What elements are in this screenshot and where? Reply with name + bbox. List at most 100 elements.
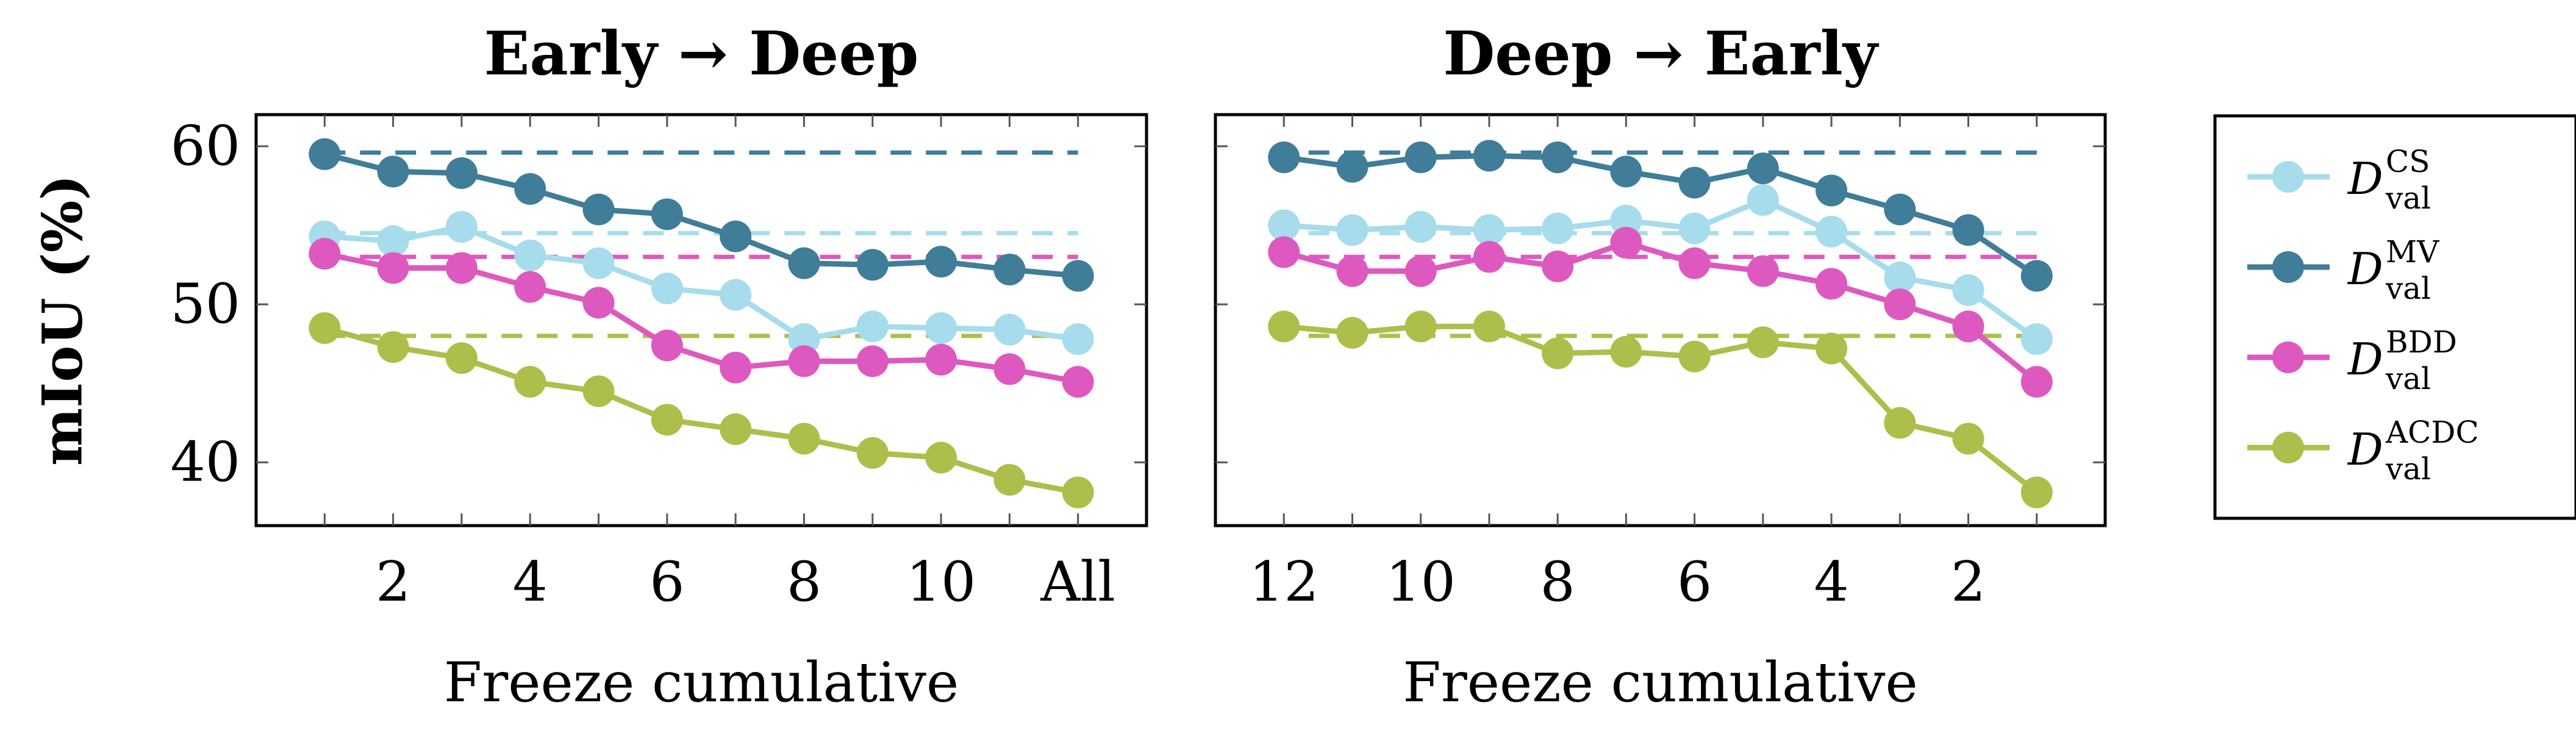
x-tick-label: 4 [513, 550, 548, 614]
data-point [1404, 255, 1437, 287]
data-point [856, 310, 889, 343]
data-point [1062, 366, 1094, 398]
legend-subscript: val [2385, 271, 2431, 306]
legend-marker [2272, 251, 2304, 283]
data-point [377, 252, 409, 284]
data-point [720, 279, 752, 311]
data-point [651, 273, 683, 305]
data-point [1816, 174, 1848, 207]
data-point [1610, 155, 1642, 188]
data-point [1542, 337, 1574, 370]
data-point [377, 155, 409, 188]
legend-superscript: CS [2386, 144, 2430, 179]
x-tick-label: 2 [1951, 550, 1986, 614]
chart-panel-2: Deep → Early Freeze cumulative 12 10 8 6 4 2 [1214, 19, 2107, 715]
data-point [582, 375, 615, 407]
data-point [1473, 241, 1505, 273]
data-point [720, 351, 752, 384]
series-line-4 [324, 325, 1079, 495]
legend-superscript: ACDC [2385, 415, 2479, 450]
legend-subscript: val [2385, 451, 2431, 487]
data-point [1884, 288, 1916, 321]
data-point [582, 287, 615, 319]
chart-panels: Early → Deep Freeze cumulative mIoU (%) 40 5… [30, 19, 2107, 715]
data-point [651, 329, 683, 362]
data-point [1747, 326, 1779, 359]
data-point [1404, 211, 1437, 243]
data-point [1268, 310, 1300, 343]
series-line-3 [1283, 240, 2039, 384]
data-point [1336, 255, 1368, 287]
data-point [1816, 268, 1848, 300]
y-axis-label: mIoU (%) [30, 174, 95, 466]
chart-panel-1: Early → Deep Freeze cumulative mIoU (%) 40 5… [30, 19, 1148, 715]
data-point [993, 254, 1026, 286]
data-point [377, 331, 409, 363]
data-point [651, 404, 683, 436]
x-tick-label: 4 [1814, 550, 1848, 614]
legend-superscript: BDD [2386, 324, 2457, 360]
legend-marker [2272, 341, 2304, 373]
legend-subscript: val [2385, 361, 2431, 396]
legend-label: D [2347, 334, 2383, 385]
data-point [514, 366, 546, 398]
data-point [1884, 193, 1916, 226]
legend-marker [2272, 432, 2304, 463]
data-point [309, 238, 341, 270]
plot-frame [254, 113, 1148, 527]
series-line-3 [324, 251, 1079, 385]
legend-subscript: val [2385, 180, 2431, 216]
x-tick-label: 8 [1540, 550, 1575, 614]
data-point [445, 211, 478, 243]
data-point [1678, 247, 1711, 279]
data-point [1952, 310, 1984, 343]
data-point [2020, 260, 2053, 292]
data-point [1952, 274, 1984, 306]
data-point [1952, 423, 1984, 455]
data-point [856, 249, 889, 281]
x-tick-label: 12 [1249, 550, 1319, 614]
chart-title: Deep → Early [1443, 19, 1880, 89]
data-point [1747, 255, 1779, 287]
x-tick-label: 6 [1677, 550, 1712, 614]
data-point [1336, 316, 1368, 349]
data-point [1268, 236, 1300, 268]
legend-label: D [2347, 243, 2383, 295]
data-point [856, 345, 889, 377]
data-point [1678, 212, 1711, 245]
data-point [1816, 332, 1848, 365]
x-axis-label: Freeze cumulative [1403, 651, 1917, 715]
x-tick-label: 2 [376, 550, 410, 614]
data-point [1268, 209, 1300, 241]
data-point [925, 312, 957, 344]
chart-title: Early → Deep [484, 19, 919, 89]
data-point [925, 343, 957, 376]
data-point [1542, 250, 1574, 282]
data-point [1884, 407, 1916, 439]
data-point [1336, 151, 1368, 183]
data-point [925, 246, 957, 278]
data-point [788, 247, 820, 279]
data-point [1542, 141, 1574, 173]
data-point [1062, 476, 1094, 509]
data-point [1404, 141, 1437, 173]
data-point [925, 441, 957, 474]
data-point [856, 437, 889, 469]
data-point [309, 312, 341, 344]
data-point [788, 345, 820, 377]
data-point [445, 342, 478, 374]
data-point [993, 313, 1026, 346]
x-tick-label: 10 [1386, 550, 1456, 614]
data-point [2020, 366, 2053, 398]
data-point [1404, 310, 1437, 343]
data-point [1473, 140, 1505, 172]
data-point [1952, 214, 1984, 246]
series-line-1 [324, 224, 1079, 342]
data-point [514, 271, 546, 303]
data-point [788, 423, 820, 455]
data-point [993, 463, 1026, 496]
data-point [514, 173, 546, 205]
